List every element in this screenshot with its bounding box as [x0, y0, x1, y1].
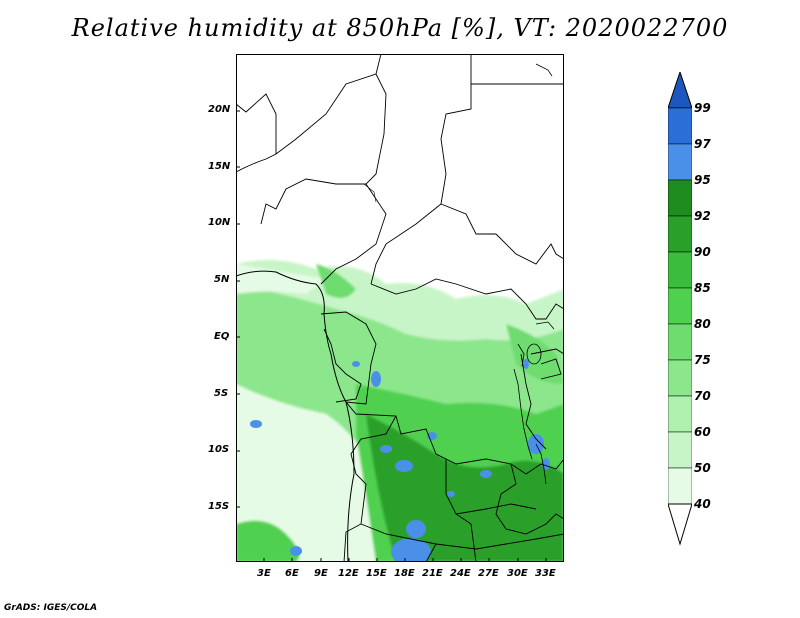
country-borders [236, 54, 564, 562]
map-title: Relative humidity at 850hPa [%], VT: 202… [71, 14, 729, 42]
colorbar-label-40: 40 [694, 497, 711, 511]
colorbar-label-85: 85 [694, 281, 711, 295]
colorbar-label-95: 95 [694, 173, 711, 187]
colorbar-swatch-95 [667, 143, 693, 181]
lon-label-27e: 27E [478, 568, 499, 579]
lat-label-5n: 5N [214, 274, 230, 285]
colorbar-label-60: 60 [694, 425, 711, 439]
colorbar-label-80: 80 [694, 317, 711, 331]
colorbar-label-75: 75 [694, 353, 711, 367]
colorbar-swatch-90 [667, 215, 693, 253]
colorbar-label-90: 90 [694, 245, 711, 259]
colorbar-swatch-75 [667, 323, 693, 361]
colorbar-bottom-arrow [667, 503, 693, 546]
lat-label-20n: 20N [208, 104, 231, 115]
colorbar-label-97: 97 [694, 137, 711, 151]
colorbar-swatch-92 [667, 179, 693, 217]
lon-label-3e: 3E [257, 568, 271, 579]
lat-label-eq: EQ [214, 331, 230, 342]
lon-label-12e: 12E [338, 568, 359, 579]
colorbar [667, 70, 693, 548]
lon-label-6e: 6E [285, 568, 299, 579]
humidity-field [236, 260, 564, 562]
lon-label-21e: 21E [422, 568, 443, 579]
colorbar-top-arrow [667, 70, 693, 109]
lon-label-33e: 33E [535, 568, 556, 579]
lon-label-15e: 15E [366, 568, 387, 579]
colorbar-label-99: 99 [694, 101, 711, 115]
lon-label-18e: 18E [394, 568, 415, 579]
lon-label-9e: 9E [314, 568, 328, 579]
colorbar-swatch-50 [667, 431, 693, 469]
colorbar-label-92: 92 [694, 209, 711, 223]
colorbar-swatch-80 [667, 287, 693, 325]
lakes [513, 321, 555, 485]
grads-credit: GrADS: IGES/COLA [4, 603, 98, 613]
lon-label-30e: 30E [507, 568, 528, 579]
lon-label-24e: 24E [450, 568, 471, 579]
colorbar-swatch-40 [667, 467, 693, 505]
lat-label-10s: 10S [208, 444, 230, 455]
colorbar-label-70: 70 [694, 389, 711, 403]
lat-label-10n: 10N [208, 217, 231, 228]
colorbar-swatch-70 [667, 359, 693, 397]
lat-label-15n: 15N [208, 161, 231, 172]
humidity-map [236, 54, 564, 562]
colorbar-swatch-85 [667, 251, 693, 289]
colorbar-label-50: 50 [694, 461, 711, 475]
colorbar-swatch-97 [667, 107, 693, 145]
coastline [236, 270, 355, 562]
lat-label-15s: 15S [208, 501, 230, 512]
saturated-patches [250, 359, 550, 562]
colorbar-swatch-60 [667, 395, 693, 433]
lat-label-5s: 5S [214, 388, 229, 399]
